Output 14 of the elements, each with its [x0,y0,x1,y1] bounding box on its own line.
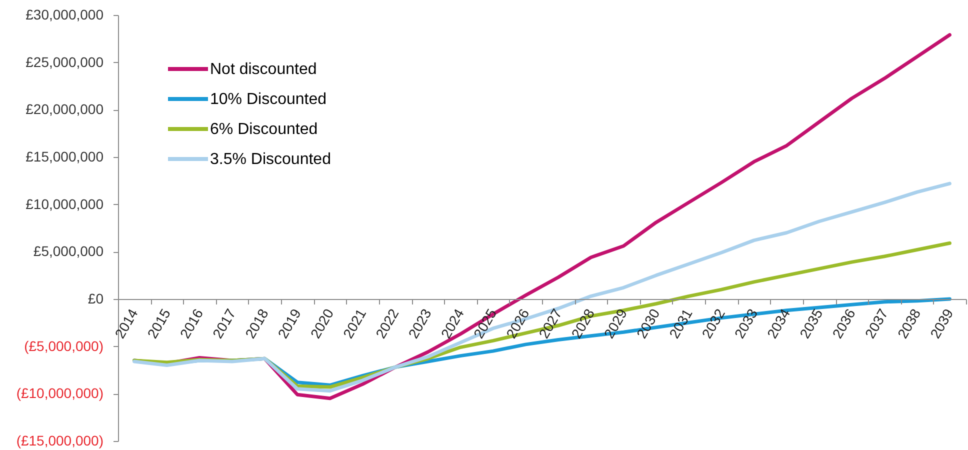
y-tick-label: £25,000,000 [26,54,104,70]
y-tick-label: £15,000,000 [26,148,104,164]
y-tick-label: £30,000,000 [26,6,104,22]
legend-label: Not discounted [210,61,317,78]
y-tick-label: (£5,000,000) [24,338,104,354]
y-tick-label: £0 [88,290,104,306]
legend-label: 3.5% Discounted [210,151,331,168]
y-tick-label: £20,000,000 [26,101,104,118]
legend-label: 10% Discounted [210,91,327,108]
y-tick-label: (£10,000,000) [16,385,104,402]
y-tick-label: £10,000,000 [26,196,104,212]
y-tick-label: (£15,000,000) [16,432,104,448]
legend-label: 6% Discounted [210,121,318,138]
y-tick-label: £5,000,000 [33,243,104,260]
